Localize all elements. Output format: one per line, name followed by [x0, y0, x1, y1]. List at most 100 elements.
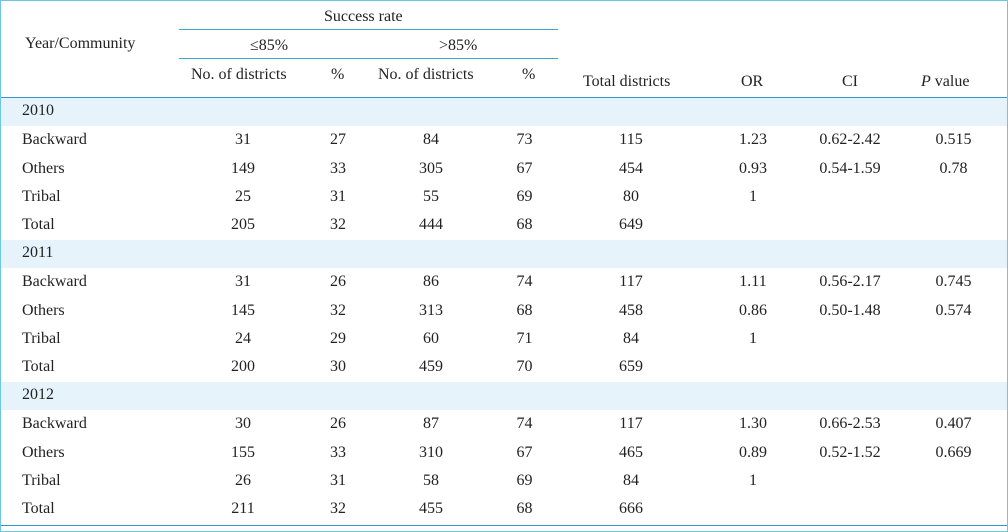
cell-high-pct: 69	[516, 471, 533, 489]
table-row: Backward 31 27 84 73 115 1.23 0.62-2.42 …	[1, 126, 1007, 154]
cell-ci: 0.56-2.17	[819, 273, 881, 291]
cell-high-pct: 71	[516, 329, 533, 347]
header-ci: CI	[842, 73, 858, 90]
cell-ci: 0.54-1.59	[819, 159, 881, 177]
cell-total: 84	[623, 329, 639, 347]
cell-low-pct: 31	[330, 471, 346, 489]
year-band: 2010	[1, 98, 1007, 126]
cell-low-pct: 26	[330, 415, 346, 433]
cell-or: 1	[749, 471, 757, 489]
cell-or	[706, 495, 800, 523]
cell-total: 84	[623, 471, 639, 489]
cell-total: 458	[619, 301, 643, 319]
cell-high-pct: 67	[516, 443, 533, 461]
table-row: Backward 31 26 86 74 117 1.11 0.56-2.17 …	[1, 268, 1007, 296]
cell-high-pct: 70	[516, 358, 533, 376]
cell-high-pct: 74	[516, 273, 533, 291]
cell-high-count: 86	[423, 273, 439, 291]
cell-ci: 0.50-1.48	[819, 301, 881, 319]
header-percent-1: %	[331, 66, 345, 83]
cell-low-count: 26	[235, 471, 251, 489]
cell-high-count: 55	[423, 187, 439, 205]
cell-or: 0.86	[739, 301, 767, 319]
cell-ci	[800, 211, 900, 239]
data-rows: Backward 30 26 87 74 117 1.30 0.66-2.53 …	[1, 410, 1007, 524]
cell-ci	[800, 183, 900, 211]
cell-p-value	[900, 353, 1007, 381]
cell-high-count: 87	[423, 415, 439, 433]
cell-or: 1	[749, 329, 757, 347]
cell-total: 115	[619, 131, 643, 149]
cell-high-pct: 69	[516, 187, 533, 205]
cell-p-value: 0.745	[935, 273, 972, 291]
cell-community: Total	[22, 358, 55, 376]
cell-high-count: 444	[419, 216, 443, 234]
cell-low-count: 31	[235, 131, 251, 149]
cell-community: Others	[22, 301, 65, 319]
cell-ci	[800, 467, 900, 495]
cell-p-value	[900, 183, 1007, 211]
cell-p-value	[900, 495, 1007, 523]
cell-high-pct: 68	[516, 216, 533, 234]
cell-community: Total	[22, 500, 55, 518]
cell-ci: 0.62-2.42	[819, 131, 881, 149]
cell-low-pct: 27	[330, 131, 346, 149]
table-row: Total 200 30 459 70 659	[1, 353, 1007, 381]
cell-low-pct: 32	[330, 216, 346, 234]
year-label: 2011	[22, 244, 54, 261]
rule-table-bottom	[1, 525, 1007, 526]
cell-or: 1	[749, 187, 757, 205]
cell-low-count: 30	[235, 415, 251, 433]
header-le85: ≤85%	[250, 37, 289, 54]
cell-or	[706, 211, 800, 239]
data-rows: Backward 31 27 84 73 115 1.23 0.62-2.42 …	[1, 126, 1007, 240]
rule-header-bottom	[1, 97, 1007, 98]
cell-p-value: 0.407	[935, 415, 972, 433]
rule-thresholds	[179, 58, 558, 59]
cell-community: Tribal	[22, 187, 61, 205]
cell-low-pct: 32	[330, 500, 346, 518]
cell-p-value: 0.574	[935, 301, 972, 319]
cell-total: 80	[623, 187, 639, 205]
cell-p-value: 0.669	[935, 443, 972, 461]
year-label: 2010	[22, 102, 54, 119]
cell-total: 117	[619, 415, 643, 433]
year-band: 2012	[1, 382, 1007, 410]
cell-community: Others	[22, 159, 65, 177]
cell-low-count: 145	[231, 301, 255, 319]
header-total-districts: Total districts	[583, 73, 671, 90]
cell-total: 659	[619, 358, 643, 376]
cell-or: 1.30	[739, 415, 767, 433]
table-row: Backward 30 26 87 74 117 1.30 0.66-2.53 …	[1, 410, 1007, 438]
cell-or	[706, 353, 800, 381]
cell-low-count: 24	[235, 329, 251, 347]
table-row: Others 149 33 305 67 454 0.93 0.54-1.59 …	[1, 154, 1007, 182]
cell-low-count: 200	[231, 358, 255, 376]
cell-total: 454	[619, 159, 643, 177]
cell-ci: 0.66-2.53	[819, 415, 881, 433]
cell-low-pct: 33	[330, 443, 346, 461]
cell-high-pct: 74	[516, 415, 533, 433]
cell-community: Backward	[22, 131, 87, 149]
header-year-community: Year/Community	[25, 35, 136, 52]
cell-or: 1.11	[739, 273, 767, 291]
cell-low-pct: 29	[330, 329, 346, 347]
cell-low-count: 25	[235, 187, 251, 205]
table-row: Tribal 26 31 58 69 84 1	[1, 467, 1007, 495]
cell-high-pct: 73	[516, 131, 533, 149]
cell-community: Backward	[22, 415, 87, 433]
cell-community: Tribal	[22, 471, 61, 489]
header-gt85: >85%	[439, 37, 478, 54]
cell-ci	[800, 353, 900, 381]
cell-total: 117	[619, 273, 643, 291]
cell-low-pct: 31	[330, 187, 346, 205]
cell-p-value	[900, 325, 1007, 353]
header-no-districts-1: No. of districts	[191, 66, 287, 83]
cell-low-count: 211	[231, 500, 255, 518]
cell-high-count: 459	[419, 358, 443, 376]
header-or: OR	[741, 73, 764, 90]
cell-community: Backward	[22, 273, 87, 291]
header-p-value: P value	[921, 73, 970, 90]
cell-low-count: 155	[231, 443, 255, 461]
